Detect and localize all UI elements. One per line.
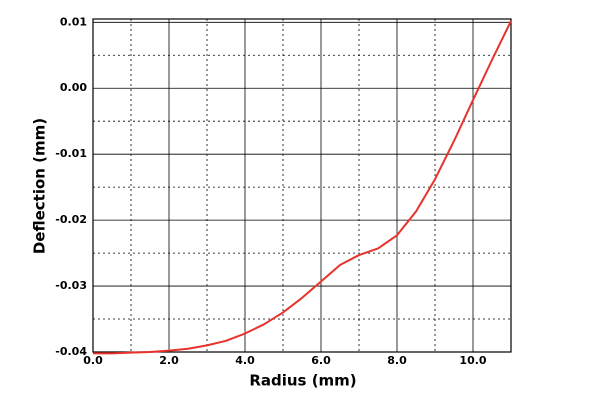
plot-frame — [92, 18, 512, 353]
x-tick-label: 2.0 — [159, 354, 179, 367]
y-tick-label: 0.01 — [60, 15, 87, 28]
line-series — [93, 20, 512, 355]
x-tick-label: 0.0 — [83, 354, 103, 367]
y-tick-label: -0.04 — [55, 345, 87, 358]
y-tick-label: -0.03 — [55, 279, 87, 292]
x-tick-label: 6.0 — [311, 354, 331, 367]
x-tick-label: 10.0 — [459, 354, 486, 367]
x-tick-label: 4.0 — [235, 354, 255, 367]
y-tick-label: -0.02 — [55, 213, 87, 226]
y-tick-label: 0.00 — [60, 81, 87, 94]
y-tick-label: -0.01 — [55, 147, 87, 160]
x-tick-label: 8.0 — [387, 354, 407, 367]
y-axis-label: Deflection (mm) — [31, 118, 49, 254]
x-axis-label: Radius (mm) — [249, 372, 356, 390]
